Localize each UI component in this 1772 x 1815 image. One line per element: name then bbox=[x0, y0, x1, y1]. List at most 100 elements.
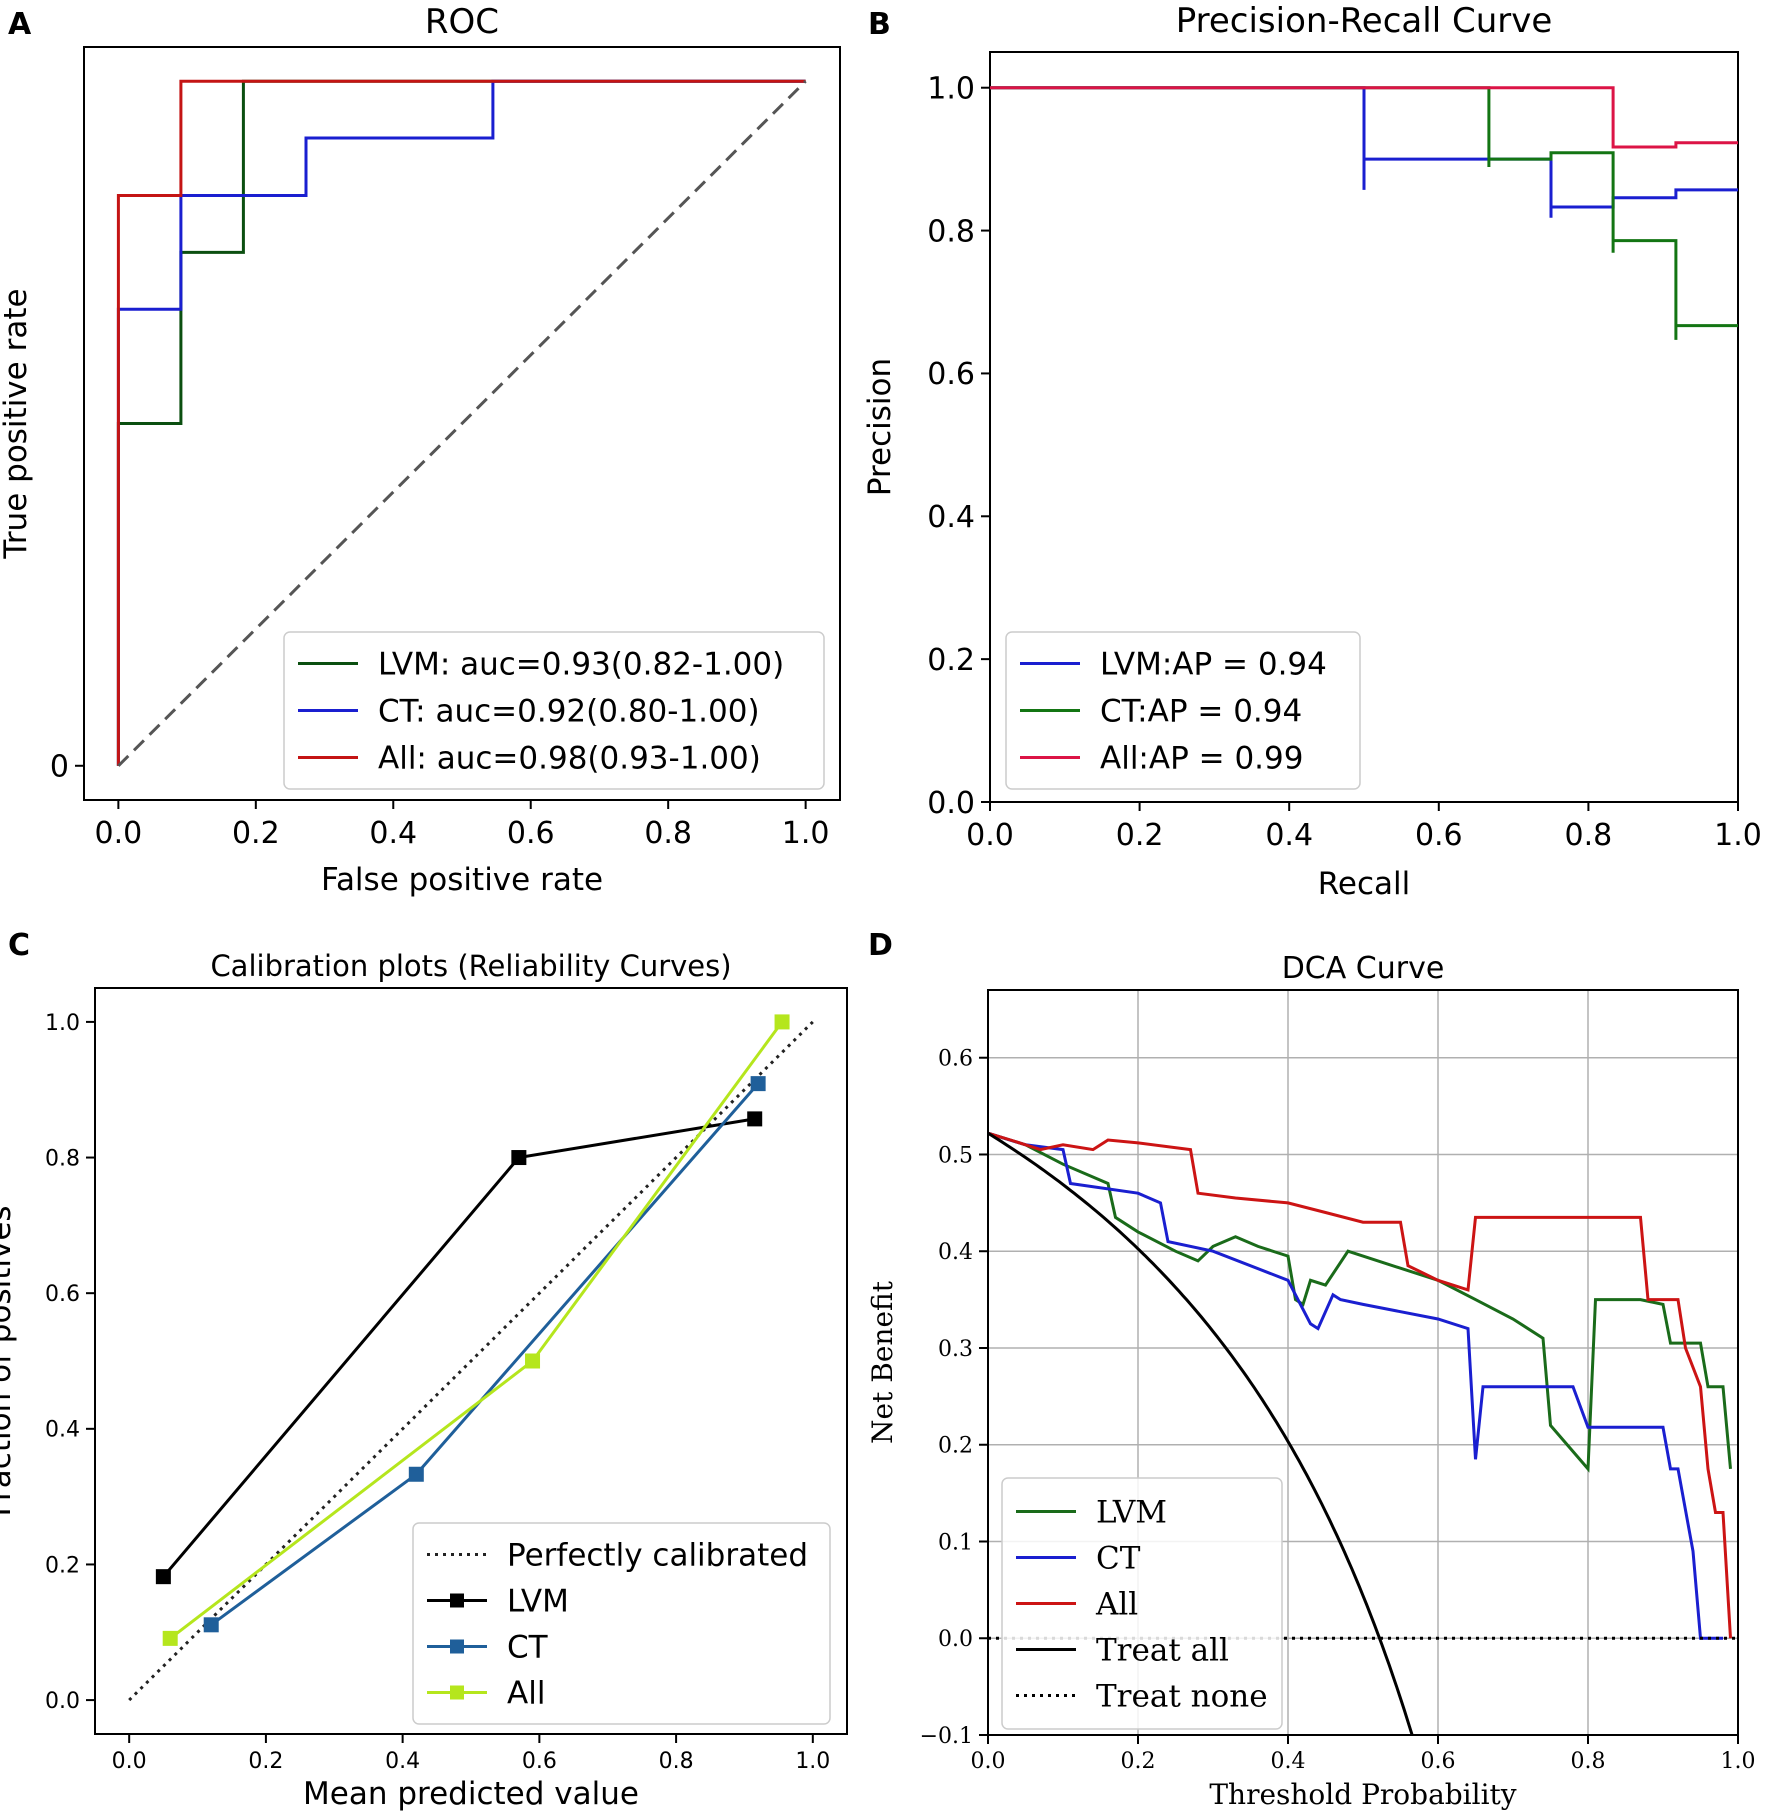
x-tick-label-1: 0.2 bbox=[1116, 818, 1164, 853]
pr-legend: LVM:AP = 0.94 CT:AP = 0.94 All:AP = 0.99 bbox=[1005, 631, 1361, 790]
y-tick-label-7: 0.6 bbox=[938, 1047, 973, 1072]
y-tick-label-3: 0.6 bbox=[927, 357, 975, 392]
y-tick-label-2: 0.1 bbox=[938, 1530, 973, 1555]
calibration-legend: Perfectly calibrated LVM CT All bbox=[412, 1522, 831, 1725]
legend-label-lvm: LVM: auc=0.93(0.82-1.00) bbox=[378, 647, 784, 683]
y-tick-label-1: 0.0 bbox=[938, 1627, 973, 1652]
y-tick-label-0: 0.0 bbox=[927, 786, 975, 821]
legend-label-lvm: LVM bbox=[1096, 1495, 1167, 1531]
panel-d-dca: D DCA Curve 0.0 0.2 0.4 0.6 0.8 1.0−0.10.00.1… bbox=[866, 928, 1756, 1811]
roc-axis-ticks: 0.0 0.2 0.4 0.6 0.8 1.0 0 bbox=[50, 750, 830, 851]
x-tick-label-5: 1.0 bbox=[1714, 818, 1762, 853]
legend-label-all: All bbox=[1095, 1587, 1138, 1623]
series-line-lvm bbox=[988, 1131, 1732, 1473]
panel-label-b: B bbox=[868, 7, 891, 42]
y-tick-label-2: 0.4 bbox=[45, 1418, 80, 1443]
point-all-0 bbox=[162, 1630, 178, 1646]
legend-label-lvm: LVM:AP = 0.94 bbox=[1100, 647, 1327, 683]
legend-label-treat-none: Treat none bbox=[1096, 1679, 1268, 1715]
roc-legend: LVM: auc=0.93(0.82-1.00) CT: auc=0.92(0.8… bbox=[283, 631, 825, 790]
series-line-diagonal bbox=[117, 80, 807, 767]
point-ct-1 bbox=[408, 1466, 424, 1482]
dca-legend: LVM CT All Treat all Treat none bbox=[1001, 1477, 1283, 1730]
calibration-axis-ticks: 0.0 0.2 0.4 0.6 0.8 1.0 0.0 0.2 0.4 0.6 0.8 1.0 bbox=[45, 1011, 830, 1774]
x-tick-label-0: 0.0 bbox=[112, 1749, 147, 1774]
x-tick-label-1: 0.2 bbox=[248, 1749, 283, 1774]
dca-y-axis-label: Net Benefit bbox=[866, 1280, 899, 1444]
point-lvm-1 bbox=[511, 1150, 527, 1166]
x-tick-label-0: 0.0 bbox=[966, 818, 1014, 853]
x-tick-label-5: 1.0 bbox=[782, 816, 830, 851]
point-ct-0 bbox=[203, 1617, 219, 1633]
x-tick-label-5: 1.0 bbox=[795, 1749, 830, 1774]
y-tick-label-5: 0.4 bbox=[938, 1240, 973, 1265]
x-tick-label-2: 0.4 bbox=[369, 816, 417, 851]
panel-label-a: A bbox=[8, 7, 32, 42]
x-tick-label-4: 0.8 bbox=[659, 1749, 694, 1774]
dca-axis-ticks: 0.0 0.2 0.4 0.6 0.8 1.0−0.10.00.10.20.30.40.5… bbox=[920, 1047, 1756, 1774]
y-tick-label-4: 0.3 bbox=[938, 1337, 973, 1362]
x-tick-label-3: 0.6 bbox=[1421, 1749, 1456, 1774]
panel-a-roc: A ROC 0.0 0.2 0.4 0.6 0.8 1.0 0 False positive… bbox=[0, 2, 841, 898]
y-tick-label-5: 1.0 bbox=[45, 1011, 80, 1036]
pr-series bbox=[990, 86, 1738, 340]
legend-marker-lvm bbox=[450, 1593, 464, 1608]
x-tick-label-3: 0.6 bbox=[1415, 818, 1463, 853]
legend-label-lvm: LVM bbox=[507, 1584, 569, 1620]
legend-label-all: All:AP = 0.99 bbox=[1100, 741, 1303, 777]
calibration-series bbox=[128, 1014, 814, 1702]
legend-label-all: All bbox=[507, 1676, 545, 1712]
series-line-all bbox=[116, 79, 806, 766]
x-tick-label-1: 0.2 bbox=[1121, 1749, 1156, 1774]
y-tick-label-4: 0.8 bbox=[45, 1146, 80, 1171]
legend-label-ct: CT bbox=[507, 1630, 549, 1666]
x-tick-label-5: 1.0 bbox=[1721, 1749, 1756, 1774]
pr-axis-ticks: 0.0 0.2 0.4 0.6 0.8 1.0 0.0 0.2 0.4 0.6 0.8 1.0 bbox=[927, 72, 1762, 853]
series-line-ct bbox=[990, 86, 1738, 340]
y-tick-label-6: 0.5 bbox=[938, 1143, 973, 1168]
series-line-ct bbox=[988, 1131, 1723, 1640]
series-line-all bbox=[988, 1131, 1732, 1639]
panel-c-calibration: C Calibration plots (Reliability Curves)… bbox=[0, 928, 848, 1812]
pr-title: Precision-Recall Curve bbox=[1176, 1, 1553, 41]
x-tick-label-2: 0.4 bbox=[385, 1749, 420, 1774]
series-line-treat-all bbox=[988, 1131, 1414, 1735]
y-tick-label-0: 0.0 bbox=[45, 1689, 80, 1714]
series-line-all bbox=[990, 86, 1738, 149]
roc-title: ROC bbox=[425, 2, 499, 42]
roc-y-axis-label: True positive rate bbox=[0, 288, 34, 559]
point-lvm-2 bbox=[747, 1111, 763, 1127]
dca-title: DCA Curve bbox=[1282, 951, 1445, 986]
x-tick-label-0: 0.0 bbox=[971, 1749, 1006, 1774]
calibration-y-axis-label: Fraction of positives bbox=[0, 1205, 18, 1516]
legend-box bbox=[1001, 1477, 1283, 1730]
legend-box bbox=[412, 1522, 831, 1725]
x-tick-label-2: 0.4 bbox=[1265, 818, 1313, 853]
roc-x-axis-label: False positive rate bbox=[321, 862, 603, 898]
dca-series bbox=[988, 1131, 1738, 1735]
x-tick-label-4: 0.8 bbox=[644, 816, 692, 851]
pr-y-axis-label: Precision bbox=[862, 358, 898, 496]
legend-marker-ct bbox=[450, 1639, 464, 1654]
y-tick-label-5: 1.0 bbox=[927, 72, 975, 107]
y-tick-label-1: 0.2 bbox=[927, 643, 975, 678]
x-tick-label-0: 0.0 bbox=[95, 816, 143, 851]
calibration-plot-frame bbox=[94, 987, 848, 1735]
legend-label-all: All: auc=0.98(0.93-1.00) bbox=[378, 741, 761, 777]
y-tick-label-3: 0.2 bbox=[938, 1434, 973, 1459]
legend-box bbox=[283, 631, 825, 790]
point-all-2 bbox=[774, 1014, 790, 1030]
y-tick-label-2: 0.4 bbox=[927, 500, 975, 535]
pr-plot-frame bbox=[989, 51, 1739, 803]
calibration-x-axis-label: Mean predicted value bbox=[303, 1776, 639, 1812]
legend-label-treat-all: Treat all bbox=[1096, 1633, 1229, 1669]
x-tick-label-1: 0.2 bbox=[232, 816, 280, 851]
calibration-title: Calibration plots (Reliability Curves) bbox=[210, 949, 731, 983]
legend-marker-all bbox=[450, 1685, 464, 1700]
y-tick-label-0: −0.1 bbox=[920, 1724, 973, 1749]
legend-label-ct: CT:AP = 0.94 bbox=[1100, 694, 1302, 730]
roc-plot-frame bbox=[83, 46, 841, 801]
legend-label-perfectly-calibrated: Perfectly calibrated bbox=[507, 1538, 808, 1574]
panel-label-c: C bbox=[8, 928, 30, 963]
legend-label-ct: CT: auc=0.92(0.80-1.00) bbox=[378, 694, 760, 730]
